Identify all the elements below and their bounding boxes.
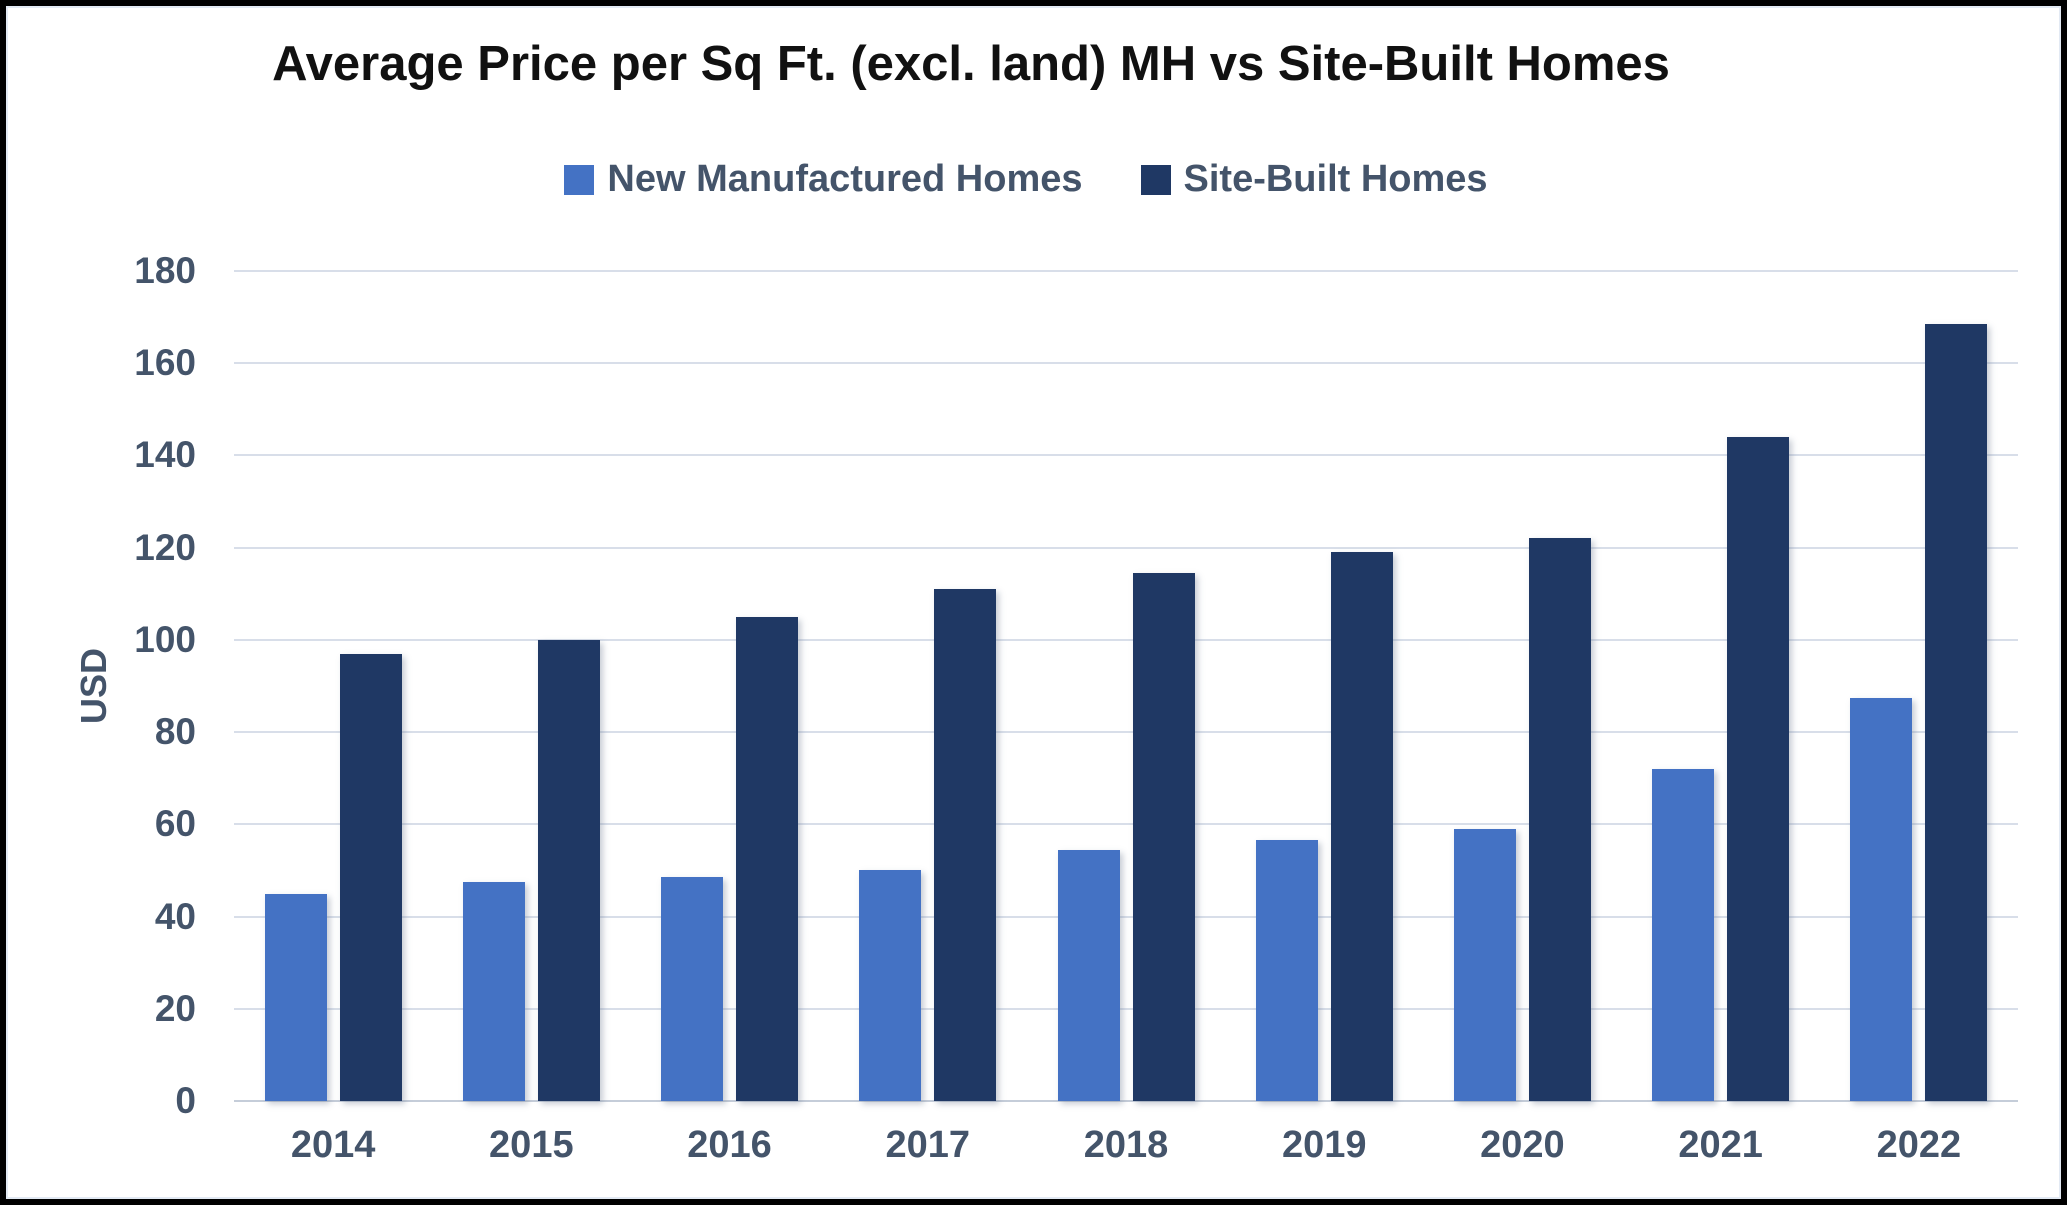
gridline-y-80 xyxy=(234,731,2018,734)
bar-manufactured-2015 xyxy=(462,881,525,1101)
x-tick-label-2014: 2014 xyxy=(290,1124,376,1166)
gridline-y-60 xyxy=(234,823,2018,826)
bar-site-built-2017 xyxy=(934,589,997,1101)
x-tick-label-2018: 2018 xyxy=(1083,1124,1169,1166)
y-tick-label-0: 0 xyxy=(175,1080,196,1121)
x-tick-label-2019: 2019 xyxy=(1281,1124,1367,1166)
bar-site-built-2021 xyxy=(1727,437,1790,1101)
x-tick-label-2015: 2015 xyxy=(489,1124,574,1166)
bar-site-built-2019 xyxy=(1330,552,1393,1101)
gridline-y-160 xyxy=(234,362,2018,365)
legend-label-site-built-homes: Site-Built Homes xyxy=(1183,158,1488,200)
gridline-y-120 xyxy=(234,546,2018,549)
y-tick-label-80: 80 xyxy=(154,711,196,753)
x-tick-label-2022: 2022 xyxy=(1876,1124,1962,1166)
y-tick-label-60: 60 xyxy=(154,803,196,845)
gridline-y-20 xyxy=(234,1007,2018,1010)
y-tick-label-100: 100 xyxy=(134,618,196,660)
bar-site-built-2014 xyxy=(339,653,402,1101)
legend-label-new-manufactured-homes: New Manufactured Homes xyxy=(607,158,1083,200)
bar-site-built-2016 xyxy=(736,616,799,1101)
bar-manufactured-2019 xyxy=(1255,840,1318,1101)
y-tick-label-20: 20 xyxy=(154,987,196,1029)
bar-site-built-2015 xyxy=(537,639,600,1101)
x-axis-baseline xyxy=(234,1100,2018,1102)
bar-manufactured-2014 xyxy=(264,893,327,1101)
gridline-y-140 xyxy=(234,454,2018,457)
y-tick-label-120: 120 xyxy=(134,526,196,568)
legend-swatch-site-built-homes-icon xyxy=(1140,164,1171,195)
gridline-y-40 xyxy=(234,915,2018,918)
bar-site-built-2020 xyxy=(1528,538,1591,1101)
y-tick-label-40: 40 xyxy=(154,895,196,937)
bar-manufactured-2020 xyxy=(1453,828,1516,1101)
y-tick-label-160: 160 xyxy=(134,342,196,384)
legend-item-new-manufactured-homes: New Manufactured Homes xyxy=(564,158,1083,201)
chart-legend: New Manufactured Homes Site-Built Homes xyxy=(6,158,2046,201)
x-tick-label-2021: 2021 xyxy=(1678,1124,1763,1166)
bar-manufactured-2017 xyxy=(859,870,922,1101)
legend-item-site-built-homes: Site-Built Homes xyxy=(1140,158,1488,201)
gridline-y-100 xyxy=(234,638,2018,641)
bar-manufactured-2021 xyxy=(1652,769,1715,1101)
chart-title: Average Price per Sq Ft. (excl. land) MH… xyxy=(272,37,1670,91)
bar-manufactured-2018 xyxy=(1057,849,1120,1101)
bar-manufactured-2022 xyxy=(1850,697,1913,1101)
legend-swatch-new-manufactured-homes-icon xyxy=(564,164,595,195)
bar-site-built-2022 xyxy=(1925,324,1988,1101)
x-tick-label-2017: 2017 xyxy=(885,1124,971,1166)
bar-site-built-2018 xyxy=(1132,573,1195,1101)
bar-manufactured-2016 xyxy=(661,877,724,1101)
y-tick-label-180: 180 xyxy=(134,250,196,291)
x-tick-label-2016: 2016 xyxy=(687,1124,772,1166)
gridline-y-180 xyxy=(234,270,2018,272)
x-tick-label-2020: 2020 xyxy=(1480,1124,1565,1166)
y-tick-label-140: 140 xyxy=(134,434,196,476)
